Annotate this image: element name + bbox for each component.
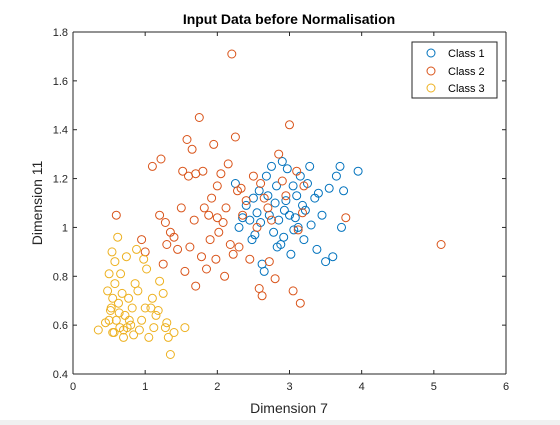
y-tick-label: 1.2 (53, 174, 68, 186)
y-tick-label: 1.6 (53, 76, 68, 88)
legend-label-class-3: Class 3 (448, 83, 485, 95)
y-tick-label: 0.6 (53, 320, 68, 332)
x-tick-label: 6 (503, 381, 509, 393)
legend: Class 1 Class 2 Class 3 (412, 42, 497, 98)
x-tick-label: 1 (142, 381, 148, 393)
y-tick-label: 1 (62, 222, 68, 234)
legend-label-class-2: Class 2 (448, 66, 485, 78)
legend-label-class-1: Class 1 (448, 48, 485, 60)
x-tick-label: 5 (431, 381, 437, 393)
chart-title: Input Data before Normalisation (183, 11, 395, 27)
x-tick-label: 2 (214, 381, 220, 393)
y-tick-label: 0.4 (53, 369, 68, 381)
y-tick-label: 0.8 (53, 271, 68, 283)
y-tick-label: 1.8 (53, 27, 68, 39)
y-tick-label: 1.4 (53, 125, 68, 137)
y-axis-label: Dimension 11 (29, 161, 45, 246)
x-tick-label: 4 (359, 381, 365, 393)
x-tick-label: 3 (286, 381, 292, 393)
x-tick-label: 0 (70, 381, 76, 393)
x-axis-label: Dimension 7 (250, 400, 328, 416)
